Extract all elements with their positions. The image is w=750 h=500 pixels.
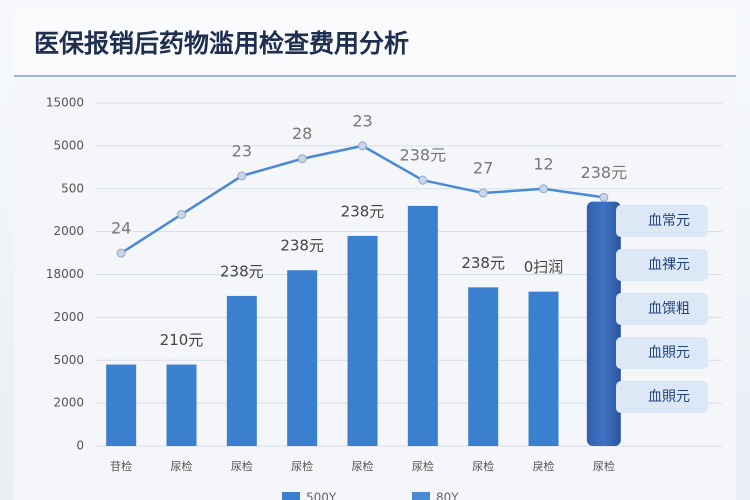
line-label: 28	[292, 124, 312, 143]
bar-label: 238元	[341, 202, 385, 220]
bar	[468, 287, 499, 446]
line-label: 24	[111, 219, 131, 238]
side-tag-label: 血賏元	[648, 389, 690, 405]
side-tag	[616, 293, 708, 325]
line-marker	[237, 171, 247, 181]
x-tick-label: 戾检	[533, 459, 555, 473]
legend-label: 500Y	[306, 491, 337, 500]
line-label: 23	[232, 141, 252, 160]
side-tag-label: 血賏元	[648, 345, 690, 361]
legend-swatch	[282, 492, 300, 500]
y-tick-label: 5000	[53, 353, 84, 367]
legend-label: 80Y	[436, 491, 459, 500]
bar	[528, 291, 559, 446]
line-marker	[358, 141, 367, 151]
side-tag-label: 血馔粗	[648, 300, 690, 317]
side-tag-label: 血常元	[648, 213, 690, 229]
line-label: 238元	[400, 146, 447, 165]
line-marker	[418, 175, 428, 185]
y-tick-label: 2000	[53, 310, 84, 324]
bar	[106, 364, 137, 446]
side-tag	[616, 249, 708, 281]
legend-swatch	[412, 492, 430, 500]
line-marker	[599, 192, 609, 202]
title-bar	[14, 10, 736, 76]
y-tick-label: 2000	[53, 396, 84, 410]
chart-title: 医保报销后药物滥用检查费用分析	[34, 29, 409, 58]
line-marker	[297, 154, 307, 164]
y-tick-label: 15000	[46, 96, 84, 110]
bar	[347, 235, 378, 446]
y-tick-label: 5000	[53, 138, 84, 152]
bar-label: 238元	[220, 262, 264, 280]
x-tick-label: 尿检	[593, 459, 615, 473]
bar	[287, 270, 318, 446]
line-label: 238元	[581, 163, 628, 182]
x-tick-label: 尿检	[472, 459, 494, 473]
bar-label: 238元	[461, 254, 505, 272]
side-tag	[616, 381, 708, 413]
x-tick-label: 尿检	[352, 459, 374, 473]
side-tag-label: 血祼元	[648, 257, 690, 273]
line-label: 23	[352, 111, 372, 130]
y-tick-label: 18000	[46, 267, 84, 281]
x-tick-label: 尿检	[291, 459, 313, 473]
x-tick-label: 尿检	[171, 459, 193, 473]
bar	[586, 201, 621, 446]
line-marker	[116, 248, 126, 258]
x-tick-label: 尿检	[231, 459, 253, 473]
line-label: 27	[473, 159, 493, 178]
x-tick-label: 尿检	[412, 459, 434, 473]
line-marker	[478, 188, 488, 198]
y-tick-label: 2000	[53, 224, 84, 238]
bar	[407, 205, 438, 446]
x-tick-label: 苷检	[110, 459, 132, 473]
line-marker	[177, 209, 186, 219]
bar	[226, 295, 257, 446]
line-label: 12	[533, 154, 553, 173]
y-tick-label: 500	[61, 181, 84, 195]
bar-label: 210元	[160, 331, 204, 349]
side-tag	[616, 205, 708, 237]
line-marker	[539, 184, 548, 194]
bar-label: 238元	[280, 237, 324, 255]
bar-label: 0扫润	[524, 258, 564, 276]
bar	[166, 364, 197, 446]
y-tick-label: 0	[76, 439, 84, 453]
side-tag	[616, 337, 708, 369]
